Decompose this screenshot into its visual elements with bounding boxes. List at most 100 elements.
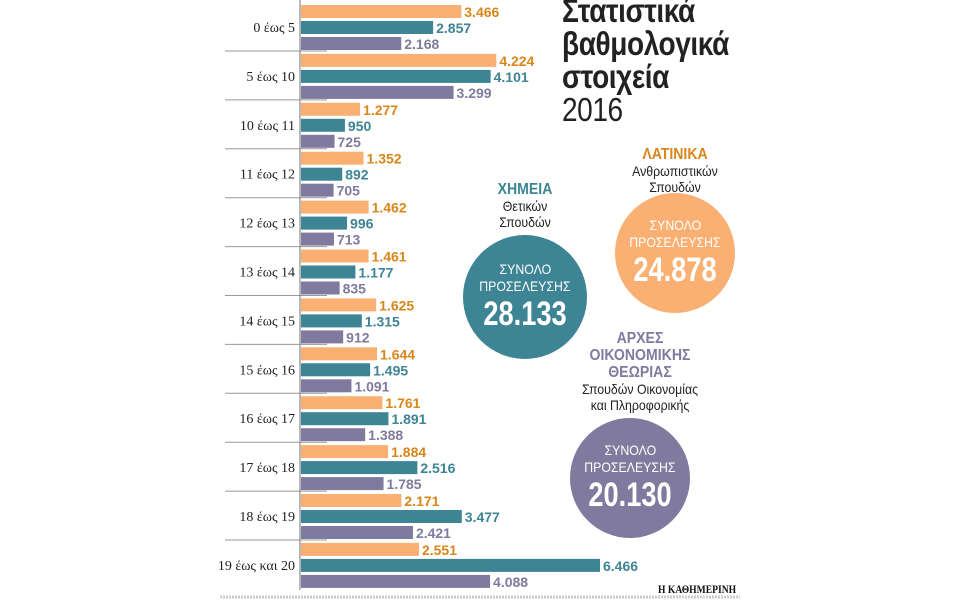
- bar: [301, 232, 334, 246]
- data-label: 725: [338, 134, 362, 150]
- data-label: 1.761: [385, 395, 420, 411]
- econ-total-circle: ΣΥΝΟΛΟ ΠΡΟΣΕΛΕΥΣΗΣ 20.130: [570, 418, 690, 538]
- bar: [301, 69, 491, 83]
- latin-name: ΛΑΤΙΝΙΚΑ: [642, 146, 708, 163]
- bar: [301, 477, 384, 491]
- bar: [301, 574, 491, 588]
- data-label: 4.224: [499, 53, 534, 69]
- data-label: 1.495: [373, 362, 408, 378]
- econ-total-value: 20.130: [588, 476, 672, 514]
- bar: [301, 85, 454, 99]
- data-label: 713: [337, 232, 361, 248]
- data-label: 1.462: [372, 200, 407, 216]
- bar: [301, 542, 419, 556]
- chem-total-label1: ΣΥΝΟΛΟ: [499, 261, 551, 277]
- data-label: 892: [345, 167, 369, 183]
- category-label: 17 έως 18: [239, 461, 295, 476]
- bar: [301, 5, 462, 18]
- title-year: 2016: [562, 91, 623, 128]
- data-label: 3.477: [465, 509, 500, 525]
- latin-total-value: 24.878: [633, 251, 717, 289]
- chem-sub2: Σπουδών: [499, 214, 551, 230]
- source-logo: Η ΚΑΘΗΜΕΡΙΝΗ: [658, 582, 737, 596]
- data-label: 3.466: [464, 4, 499, 20]
- latin-total-circle: ΣΥΝΟΛΟ ΠΡΟΣΕΛΕΥΣΗΣ 24.878: [615, 193, 735, 313]
- chem-total-value: 28.133: [483, 295, 567, 333]
- bar: [301, 510, 462, 523]
- page-title: Στατιστικά βαθμολογικά στοιχεία 2016: [562, 0, 729, 126]
- data-label: 1.785: [387, 476, 422, 492]
- econ-name-2: ΟΙΚΟΝΟΜΙΚΗΣ: [589, 347, 691, 364]
- data-label: 2.171: [404, 493, 439, 509]
- econ-legend: ΑΡΧΕΣ ΟΙΚΟΝΟΜΙΚΗΣ ΘΕΩΡΙΑΣ Σπουδών Οικονο…: [570, 330, 711, 413]
- bar: [301, 461, 418, 475]
- latin-sub2: Σπουδών: [649, 179, 701, 195]
- category-label: 0 έως 5: [253, 21, 295, 36]
- category-label: 16 έως 17: [239, 412, 295, 427]
- bar: [301, 445, 389, 459]
- data-label: 1.177: [358, 265, 393, 281]
- data-label: 1.625: [379, 297, 414, 313]
- bar: [301, 21, 434, 34]
- bar: [301, 102, 361, 116]
- data-label: 1.091: [354, 378, 389, 394]
- bar: [301, 37, 402, 50]
- chem-total-circle: ΣΥΝΟΛΟ ΠΡΟΣΕΛΕΥΣΗΣ 28.133: [463, 235, 587, 359]
- bar: [301, 412, 389, 426]
- category-label: 19 έως και 20: [218, 559, 295, 574]
- latin-sub1: Ανθρωπιστικών: [632, 163, 718, 179]
- bar: [301, 428, 366, 442]
- bar: [301, 396, 383, 410]
- data-label: 996: [350, 216, 374, 232]
- title-line-1: Στατιστικά: [562, 0, 695, 29]
- data-label: 1.315: [365, 313, 400, 329]
- bar: [301, 330, 344, 344]
- category-label: 5 έως 10: [246, 70, 295, 85]
- data-label: 2.168: [404, 36, 439, 52]
- data-label: 1.461: [372, 249, 407, 265]
- bar: [301, 249, 369, 263]
- data-label: 6.466: [603, 558, 638, 574]
- data-label: 1.884: [391, 444, 426, 460]
- data-label: 2.857: [436, 20, 471, 36]
- bar: [301, 118, 345, 132]
- bar: [301, 134, 335, 148]
- data-label: 2.551: [422, 542, 457, 558]
- bar: [301, 167, 343, 181]
- bar: [301, 183, 334, 197]
- bar: [301, 558, 600, 572]
- data-label: 2.516: [420, 460, 455, 476]
- econ-sub2: και Πληροφορικής: [590, 397, 690, 413]
- title-line-3: στοιχεία: [562, 58, 669, 95]
- econ-name-1: ΑΡΧΕΣ: [616, 330, 664, 347]
- data-label: 4.101: [494, 69, 529, 85]
- bar: [301, 298, 377, 312]
- data-label: 1.277: [363, 102, 398, 118]
- chem-legend: ΧΗΜΕΙΑ Θετικών Σπουδών: [472, 181, 578, 230]
- category-label: 18 έως 19: [239, 510, 295, 525]
- category-label: 12 έως 13: [239, 217, 295, 232]
- bar: [301, 347, 378, 361]
- chem-total-label2: ΠΡΟΣΕΛΕΥΣΗΣ: [479, 278, 571, 294]
- category-label: 10 έως 11: [240, 119, 295, 134]
- latin-total-label2: ΠΡΟΣΕΛΕΥΣΗΣ: [629, 234, 721, 250]
- econ-sub1: Σπουδών Οικονομίας: [581, 381, 699, 397]
- data-label: 4.088: [493, 574, 528, 590]
- chem-sub1: Θετικών: [502, 198, 548, 214]
- data-label: 705: [337, 183, 361, 199]
- data-label: 950: [348, 118, 372, 134]
- category-label: 13 έως 14: [239, 266, 295, 281]
- category-label: 11 έως 12: [240, 168, 295, 183]
- title-line-2: βαθμολογικά: [562, 25, 729, 62]
- bar: [301, 363, 371, 377]
- econ-total-label1: ΣΥΝΟΛΟ: [604, 442, 656, 458]
- data-label: 1.352: [367, 151, 402, 167]
- bar: [301, 314, 362, 328]
- bar: [301, 200, 369, 214]
- data-label: 912: [346, 329, 370, 345]
- latin-total-label1: ΣΥΝΟΛΟ: [649, 217, 701, 233]
- bar: [301, 281, 340, 295]
- bar: [301, 216, 348, 230]
- bar: [301, 151, 364, 165]
